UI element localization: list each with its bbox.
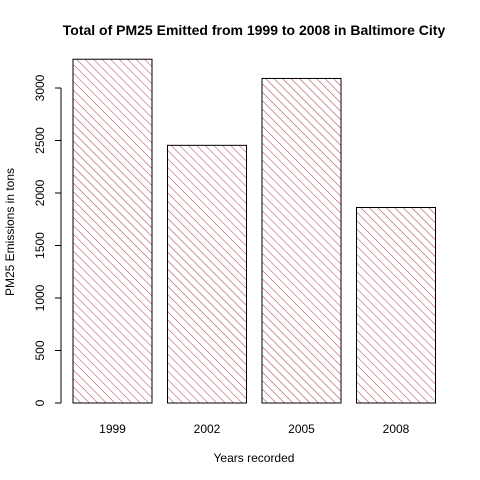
chart-title: Total of PM25 Emitted from 1999 to 2008 … (63, 22, 446, 38)
y-tick-label: 1500 (33, 232, 47, 259)
x-axis-tick-labels: 1999 2002 2005 2008 (99, 422, 410, 436)
y-tick-label: 0 (33, 399, 47, 406)
y-axis-label: PM25 Emissions in tons (3, 168, 17, 296)
x-tick-label: 2008 (383, 422, 410, 436)
x-tick-label: 2002 (194, 422, 221, 436)
x-axis-label: Years recorded (214, 451, 295, 465)
bar-2002 (167, 144, 247, 404)
x-tick-label: 2005 (288, 422, 315, 436)
x-tick-label: 1999 (99, 422, 126, 436)
y-axis: 0 500 1000 1500 2000 2500 3000 (33, 74, 62, 406)
bar-2008 (356, 206, 436, 404)
bar-1999 (72, 58, 153, 404)
y-tick-label: 2000 (33, 179, 47, 206)
y-tick-label: 3000 (33, 74, 47, 101)
bar-2005 (261, 77, 342, 404)
y-tick-label: 500 (33, 340, 47, 360)
bars-group (72, 58, 436, 404)
y-tick-label: 2500 (33, 127, 47, 154)
y-tick-label: 1000 (33, 284, 47, 311)
